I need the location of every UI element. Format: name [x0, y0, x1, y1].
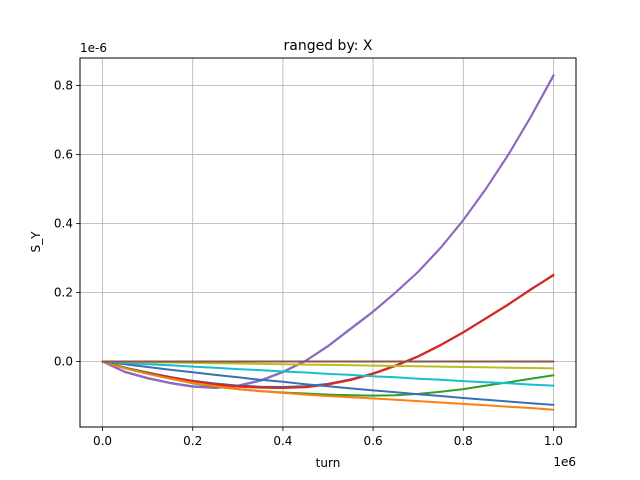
plot-frame	[79, 57, 577, 428]
series-line-7	[101, 360, 555, 411]
x-tick-label: 0.6	[364, 434, 383, 448]
x-tick-label: 1.0	[544, 434, 563, 448]
y-axis-label: S_Y	[29, 231, 43, 253]
y-tick-label: 0.6	[54, 148, 73, 162]
x-tick-label: 0.4	[273, 434, 292, 448]
x-axis-ticks: 0.0 0.2 0.4 0.6 0.8 1.0	[93, 427, 563, 448]
y-tick-label: 0.0	[54, 354, 73, 368]
y-axis-ticks: 0.0 0.2 0.4 0.6 0.8	[54, 79, 80, 368]
series-line-8	[101, 360, 555, 406]
series-line-10	[101, 360, 555, 370]
series-lines	[101, 74, 555, 411]
series-line-5	[101, 274, 555, 389]
x-axis-label: turn	[316, 456, 341, 470]
chart-title: ranged by: X	[284, 38, 373, 54]
x-tick-label: 0.8	[454, 434, 473, 448]
series-line-2	[101, 74, 555, 389]
y-axis-offset-label: 1e-6	[80, 41, 107, 55]
x-tick-label: 0.0	[93, 434, 112, 448]
y-tick-label: 0.8	[54, 79, 73, 93]
x-axis-offset-label: 1e6	[553, 455, 576, 469]
y-tick-label: 0.4	[54, 217, 73, 231]
series-line-9	[101, 360, 555, 387]
y-tick-label: 0.2	[54, 286, 73, 300]
x-tick-label: 0.2	[183, 434, 202, 448]
